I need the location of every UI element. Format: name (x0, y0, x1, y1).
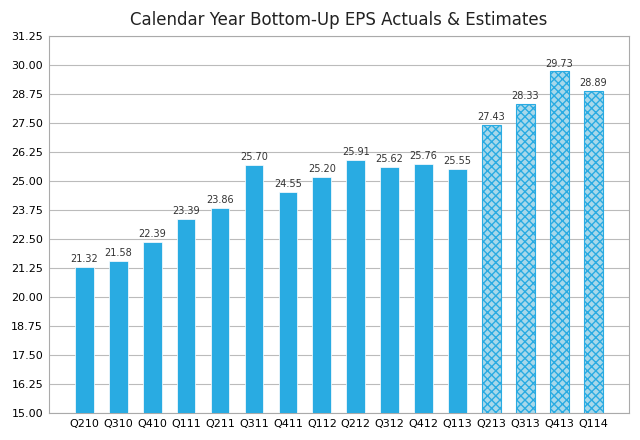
Bar (177, 219, 195, 413)
Text: 28.33: 28.33 (511, 91, 539, 101)
Text: 23.39: 23.39 (172, 206, 200, 216)
Bar (244, 165, 263, 413)
Bar (516, 104, 534, 413)
Bar (584, 91, 602, 413)
Bar (278, 192, 297, 413)
Bar (109, 260, 127, 413)
Text: 23.86: 23.86 (206, 195, 234, 205)
Text: 25.55: 25.55 (444, 156, 472, 166)
Text: 21.32: 21.32 (70, 254, 99, 264)
Text: 22.39: 22.39 (138, 229, 166, 239)
Text: 24.55: 24.55 (274, 179, 302, 189)
Text: 21.58: 21.58 (104, 248, 132, 258)
Bar (550, 71, 568, 413)
Bar (75, 267, 93, 413)
Bar (448, 169, 467, 413)
Text: 28.89: 28.89 (579, 78, 607, 88)
Bar (143, 242, 161, 413)
Text: 25.20: 25.20 (308, 164, 336, 174)
Text: 29.73: 29.73 (545, 59, 573, 69)
Bar (482, 125, 500, 413)
Text: 25.62: 25.62 (376, 154, 404, 164)
Text: 25.70: 25.70 (240, 152, 268, 162)
Title: Calendar Year Bottom-Up EPS Actuals & Estimates: Calendar Year Bottom-Up EPS Actuals & Es… (130, 11, 547, 29)
Bar (312, 176, 331, 413)
Text: 25.76: 25.76 (410, 151, 438, 161)
Text: 25.91: 25.91 (342, 147, 370, 158)
Text: 27.43: 27.43 (477, 112, 506, 122)
Bar (414, 164, 433, 413)
Bar (211, 208, 229, 413)
Bar (346, 160, 365, 413)
Bar (380, 167, 399, 413)
